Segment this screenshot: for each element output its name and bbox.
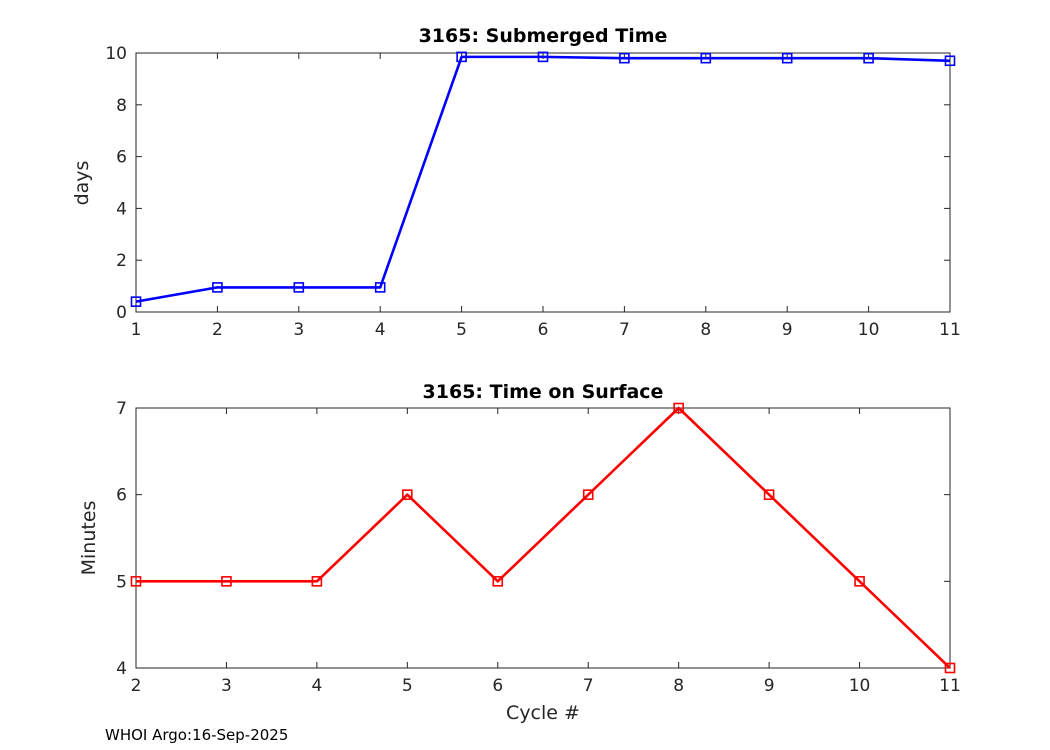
y-tick-label: 4 xyxy=(116,659,127,679)
data-marker xyxy=(130,576,142,587)
data-markers xyxy=(130,51,956,307)
figure-credit: WHOI Argo:16-Sep-2025 xyxy=(105,726,288,744)
x-axis-ticks: 1 2 3 4 5 6 7 8 9 10 11 xyxy=(131,53,961,340)
plot-area: 2 3 4 5 6 7 8 9 10 11 4 5 6 7 xyxy=(116,399,961,696)
data-marker xyxy=(402,489,413,500)
y-tick-label: 5 xyxy=(116,572,127,592)
chart-title: 3165: Time on Surface xyxy=(423,381,664,403)
data-marker xyxy=(293,282,305,293)
x-tick-label: 4 xyxy=(311,676,322,696)
surface-time-chart: 3165: Time on Surface Minutes Cycle # 2 3… xyxy=(78,381,961,724)
x-tick-label: 4 xyxy=(375,320,386,340)
y-axis-label: days xyxy=(71,161,93,206)
x-tick-label: 10 xyxy=(858,320,880,340)
data-marker xyxy=(456,51,467,63)
x-tick-label: 10 xyxy=(849,676,871,696)
x-tick-label: 5 xyxy=(456,320,467,340)
data-marker xyxy=(212,282,223,293)
data-marker xyxy=(492,576,504,587)
x-tick-label: 9 xyxy=(782,320,793,340)
x-tick-label: 2 xyxy=(212,320,223,340)
x-tick-label: 7 xyxy=(583,676,594,696)
data-marker xyxy=(374,282,386,293)
data-marker xyxy=(582,489,594,500)
x-axis-ticks: 2 3 4 5 6 7 8 9 10 11 xyxy=(131,408,961,696)
chart-title: 3165: Submerged Time xyxy=(419,25,668,47)
y-tick-label: 2 xyxy=(116,251,127,271)
data-marker xyxy=(311,576,323,587)
data-marker xyxy=(221,576,232,587)
x-tick-label: 1 xyxy=(131,320,142,340)
x-tick-label: 5 xyxy=(402,676,413,696)
y-tick-label: 7 xyxy=(116,399,127,419)
x-tick-label: 8 xyxy=(673,676,684,696)
data-marker xyxy=(944,662,956,674)
data-marker xyxy=(854,576,865,587)
x-tick-label: 11 xyxy=(939,676,961,696)
y-axis-label: Minutes xyxy=(78,501,100,576)
x-axis-label: Cycle # xyxy=(506,702,580,724)
y-tick-label: 6 xyxy=(116,148,127,168)
plot-area: 1 2 3 4 5 6 7 8 9 10 11 0 2 4 6 8 10 xyxy=(105,44,960,340)
x-tick-label: 6 xyxy=(492,676,503,696)
data-marker xyxy=(619,52,630,64)
y-axis-ticks: 0 2 4 6 8 10 xyxy=(105,44,950,323)
series-line xyxy=(135,55,951,303)
plot-frame xyxy=(135,407,951,669)
x-tick-label: 11 xyxy=(939,320,961,340)
data-marker xyxy=(700,52,712,64)
y-tick-label: 6 xyxy=(116,486,127,506)
y-tick-label: 8 xyxy=(116,96,127,116)
data-marker xyxy=(763,489,775,500)
y-axis-ticks: 4 5 6 7 xyxy=(116,399,950,679)
data-marker xyxy=(781,52,793,64)
x-tick-label: 2 xyxy=(131,676,142,696)
plot-frame xyxy=(135,52,951,313)
y-tick-label: 4 xyxy=(116,199,127,219)
y-tick-label: 0 xyxy=(116,303,127,323)
data-marker xyxy=(863,52,874,64)
x-tick-label: 3 xyxy=(293,320,304,340)
submerged-time-chart: 3165: Submerged Time days 1 2 3 4 5 6 7 8 9 10 110… xyxy=(71,25,961,340)
y-tick-label: 10 xyxy=(105,44,127,64)
x-tick-label: 8 xyxy=(700,320,711,340)
x-tick-label: 7 xyxy=(619,320,630,340)
data-marker xyxy=(944,55,956,67)
data-marker xyxy=(673,402,684,414)
x-tick-label: 6 xyxy=(538,320,549,340)
data-marker xyxy=(537,51,549,63)
series-line xyxy=(136,406,951,669)
data-marker xyxy=(130,296,142,307)
x-tick-label: 9 xyxy=(764,676,775,696)
data-markers xyxy=(130,402,956,674)
x-tick-label: 3 xyxy=(221,676,232,696)
